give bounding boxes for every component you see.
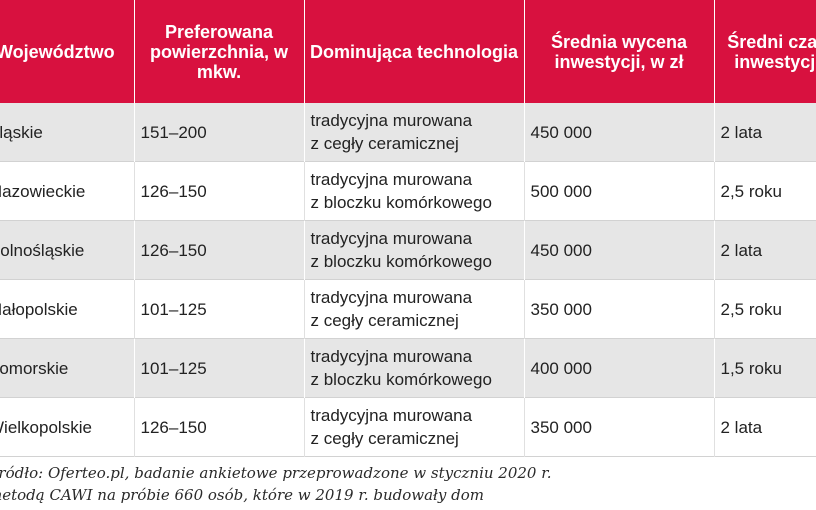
- cell-area: 101–125: [134, 279, 305, 339]
- header-technology: Dominująca technologia: [304, 0, 525, 103]
- cell-technology: tradycyjna murowana z bloczku komórkowego: [304, 338, 525, 398]
- technology-line-2: z bloczku komórkowego: [310, 193, 492, 212]
- table-row: Pomorskie 101–125 tradycyjna murowana z b…: [0, 338, 816, 398]
- header-area: Preferowana powierzchnia, w mkw.: [134, 0, 305, 103]
- source-line-1: Źródło: Oferteo.pl, badanie ankietowe pr…: [0, 464, 552, 482]
- table-row: Śląskie 151–200 tradycyjna murowana z ceg…: [0, 103, 816, 162]
- house-construction-table: Województwo Preferowana powierzchnia, w …: [0, 0, 816, 457]
- table-header-row: Województwo Preferowana powierzchnia, w …: [0, 0, 816, 103]
- technology-line-1: tradycyjna murowana: [310, 347, 473, 366]
- header-valuation: Średnia wycena inwestycji, w zł: [524, 0, 715, 103]
- cell-duration: 2,5 roku: [714, 279, 816, 339]
- cell-valuation: 350 000: [524, 397, 715, 457]
- cell-area: 126–150: [134, 161, 305, 221]
- cell-area: 101–125: [134, 338, 305, 398]
- technology-line-2: z cegły ceramicznej: [310, 429, 459, 448]
- cell-duration: 2 lata: [714, 103, 816, 162]
- cell-valuation: 500 000: [524, 161, 715, 221]
- table-row: Wielkopolskie 126–150 tradycyjna murowan…: [0, 397, 816, 457]
- cell-valuation: 350 000: [524, 279, 715, 339]
- technology-line-1: tradycyjna murowana: [310, 406, 473, 425]
- cell-valuation: 450 000: [524, 220, 715, 280]
- source-line-2: metodą CAWI na próbie 660 osób, które w …: [0, 486, 485, 504]
- cell-region: Mazowieckie: [0, 161, 135, 221]
- technology-line-1: tradycyjna murowana: [310, 229, 473, 248]
- table-row: Dolnośląskie 126–150 tradycyjna murowana…: [0, 220, 816, 280]
- technology-line-1: tradycyjna murowana: [310, 111, 473, 130]
- cell-area: 126–150: [134, 397, 305, 457]
- header-region: Województwo: [0, 0, 135, 103]
- cell-technology: tradycyjna murowana z bloczku komórkowego: [304, 220, 525, 280]
- cell-region: Pomorskie: [0, 338, 135, 398]
- cell-duration: 2,5 roku: [714, 161, 816, 221]
- technology-line-2: z cegły ceramicznej: [310, 311, 459, 330]
- header-duration: Średni czas inwestycji: [714, 0, 816, 103]
- cell-technology: tradycyjna murowana z cegły ceramicznej: [304, 103, 525, 162]
- cell-duration: 2 lata: [714, 397, 816, 457]
- cell-technology: tradycyjna murowana z bloczku komórkowego: [304, 161, 525, 221]
- cell-region: Dolnośląskie: [0, 220, 135, 280]
- cell-area: 126–150: [134, 220, 305, 280]
- source-note: Źródło: Oferteo.pl, badanie ankietowe pr…: [0, 462, 808, 506]
- cell-duration: 1,5 roku: [714, 338, 816, 398]
- cell-technology: tradycyjna murowana z cegły ceramicznej: [304, 397, 525, 457]
- cell-valuation: 400 000: [524, 338, 715, 398]
- technology-line-2: z cegły ceramicznej: [310, 134, 459, 153]
- cell-technology: tradycyjna murowana z cegły ceramicznej: [304, 279, 525, 339]
- cell-region: Małopolskie: [0, 279, 135, 339]
- cell-duration: 2 lata: [714, 220, 816, 280]
- cell-area: 151–200: [134, 103, 305, 162]
- table-row: Mazowieckie 126–150 tradycyjna murowana z…: [0, 161, 816, 221]
- technology-line-1: tradycyjna murowana: [310, 170, 473, 189]
- table-row: Małopolskie 101–125 tradycyjna murowana z…: [0, 279, 816, 339]
- cell-valuation: 450 000: [524, 103, 715, 162]
- cell-region: Śląskie: [0, 103, 135, 162]
- technology-line-2: z bloczku komórkowego: [310, 370, 492, 389]
- technology-line-1: tradycyjna murowana: [310, 288, 473, 307]
- cell-region: Wielkopolskie: [0, 397, 135, 457]
- technology-line-2: z bloczku komórkowego: [310, 252, 492, 271]
